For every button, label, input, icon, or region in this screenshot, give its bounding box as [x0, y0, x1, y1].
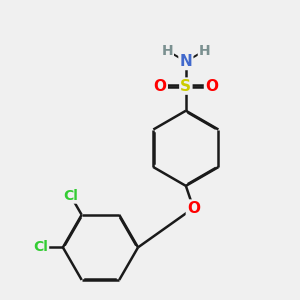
- Text: S: S: [180, 79, 191, 94]
- Text: Cl: Cl: [63, 189, 78, 202]
- Text: Cl: Cl: [33, 240, 48, 254]
- Text: N: N: [179, 54, 192, 69]
- Text: O: O: [205, 79, 218, 94]
- Text: H: H: [199, 44, 211, 58]
- Text: O: O: [154, 79, 167, 94]
- Text: H: H: [161, 44, 173, 58]
- Text: O: O: [187, 201, 200, 216]
